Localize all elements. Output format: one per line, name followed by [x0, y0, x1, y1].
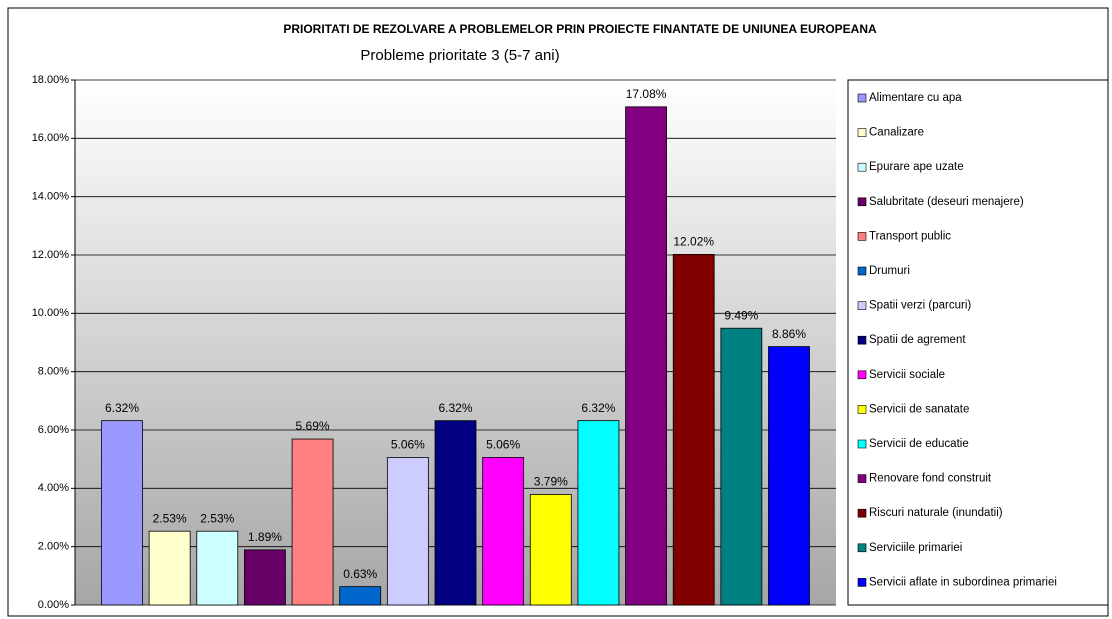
value-label: 12.02% — [673, 235, 714, 249]
legend-swatch — [857, 508, 867, 518]
bar — [244, 549, 286, 606]
legend-swatch — [857, 301, 867, 310]
y-tick-label: 4.00% — [38, 482, 69, 494]
legend-swatch — [857, 128, 867, 137]
legend-label: Salubritate (deseuri menajere) — [869, 196, 1024, 208]
legend-label: Canalizare — [869, 127, 924, 139]
legend-label: Epurare ape uzate — [869, 161, 964, 173]
value-label: 1.89% — [248, 530, 282, 544]
chart-title: PRIORITATI DE REZOLVARE A PROBLEMELOR PR… — [283, 22, 877, 36]
legend-swatch — [857, 197, 867, 207]
y-tick-label: 14.00% — [32, 191, 70, 203]
bar — [672, 254, 715, 606]
legend-swatch — [857, 266, 867, 276]
bar — [577, 420, 620, 606]
legend-label: Alimentare cu apa — [869, 92, 962, 104]
value-label: 6.32% — [438, 401, 472, 415]
value-label: 2.53% — [200, 511, 234, 525]
value-label: 9.49% — [724, 308, 758, 322]
legend-swatch — [857, 474, 867, 483]
y-tick-label: 6.00% — [38, 424, 69, 436]
value-label: 5.06% — [391, 438, 425, 452]
legend-label: Spatii de agrement — [869, 334, 966, 346]
value-label: 0.63% — [343, 567, 377, 581]
value-label: 2.53% — [153, 511, 187, 525]
legend-swatch — [857, 543, 867, 553]
y-tick-label: 12.00% — [32, 249, 70, 261]
chart-subtitle: Probleme prioritate 3 (5-7 ani) — [360, 47, 559, 64]
legend-label: Transport public — [869, 230, 951, 242]
legend-swatch — [857, 405, 867, 414]
bar — [101, 420, 143, 606]
bar — [148, 530, 191, 606]
bar — [720, 327, 763, 606]
bar — [339, 586, 382, 606]
legend-swatch — [857, 370, 867, 380]
value-label: 8.86% — [772, 327, 806, 341]
bar — [291, 438, 334, 606]
value-label: 6.32% — [581, 401, 615, 415]
legend-swatch — [857, 578, 867, 587]
bar — [482, 457, 525, 606]
bar — [196, 530, 239, 606]
value-label: 5.06% — [486, 438, 520, 452]
legend-label: Drumuri — [869, 265, 910, 277]
legend-label: Serviciile primariei — [869, 542, 962, 554]
legend-swatch — [857, 162, 867, 172]
legend-swatch — [857, 93, 867, 103]
y-tick-label: 8.00% — [38, 366, 69, 378]
legend-label: Riscuri naturale (inundatii) — [869, 507, 1003, 519]
bar — [529, 494, 572, 606]
legend-label: Servicii aflate in subordinea primariei — [869, 576, 1057, 588]
y-tick-label: 10.00% — [32, 307, 70, 319]
y-tick-label: 16.00% — [32, 132, 70, 144]
legend-swatch — [857, 232, 867, 241]
legend-label: Servicii de educatie — [869, 438, 969, 450]
y-tick-label: 0.00% — [38, 599, 69, 611]
legend-label: Servicii sociale — [869, 369, 945, 381]
value-label: 3.79% — [534, 475, 568, 489]
legend-swatch — [857, 335, 867, 345]
y-tick-label: 18.00% — [32, 74, 70, 86]
y-tick-label: 2.00% — [38, 541, 69, 553]
bar — [386, 457, 429, 606]
bar — [768, 346, 810, 606]
legend-label: Renovare fond construit — [869, 473, 992, 485]
bar — [625, 106, 667, 606]
legend-swatch — [857, 439, 867, 449]
value-label: 5.69% — [296, 419, 330, 433]
legend-label: Spatii verzi (parcuri) — [869, 300, 971, 312]
value-label: 17.08% — [626, 87, 667, 101]
bar — [434, 420, 477, 606]
legend-label: Servicii de sanatate — [869, 403, 969, 415]
value-label: 6.32% — [105, 401, 139, 415]
legend — [847, 79, 1109, 606]
